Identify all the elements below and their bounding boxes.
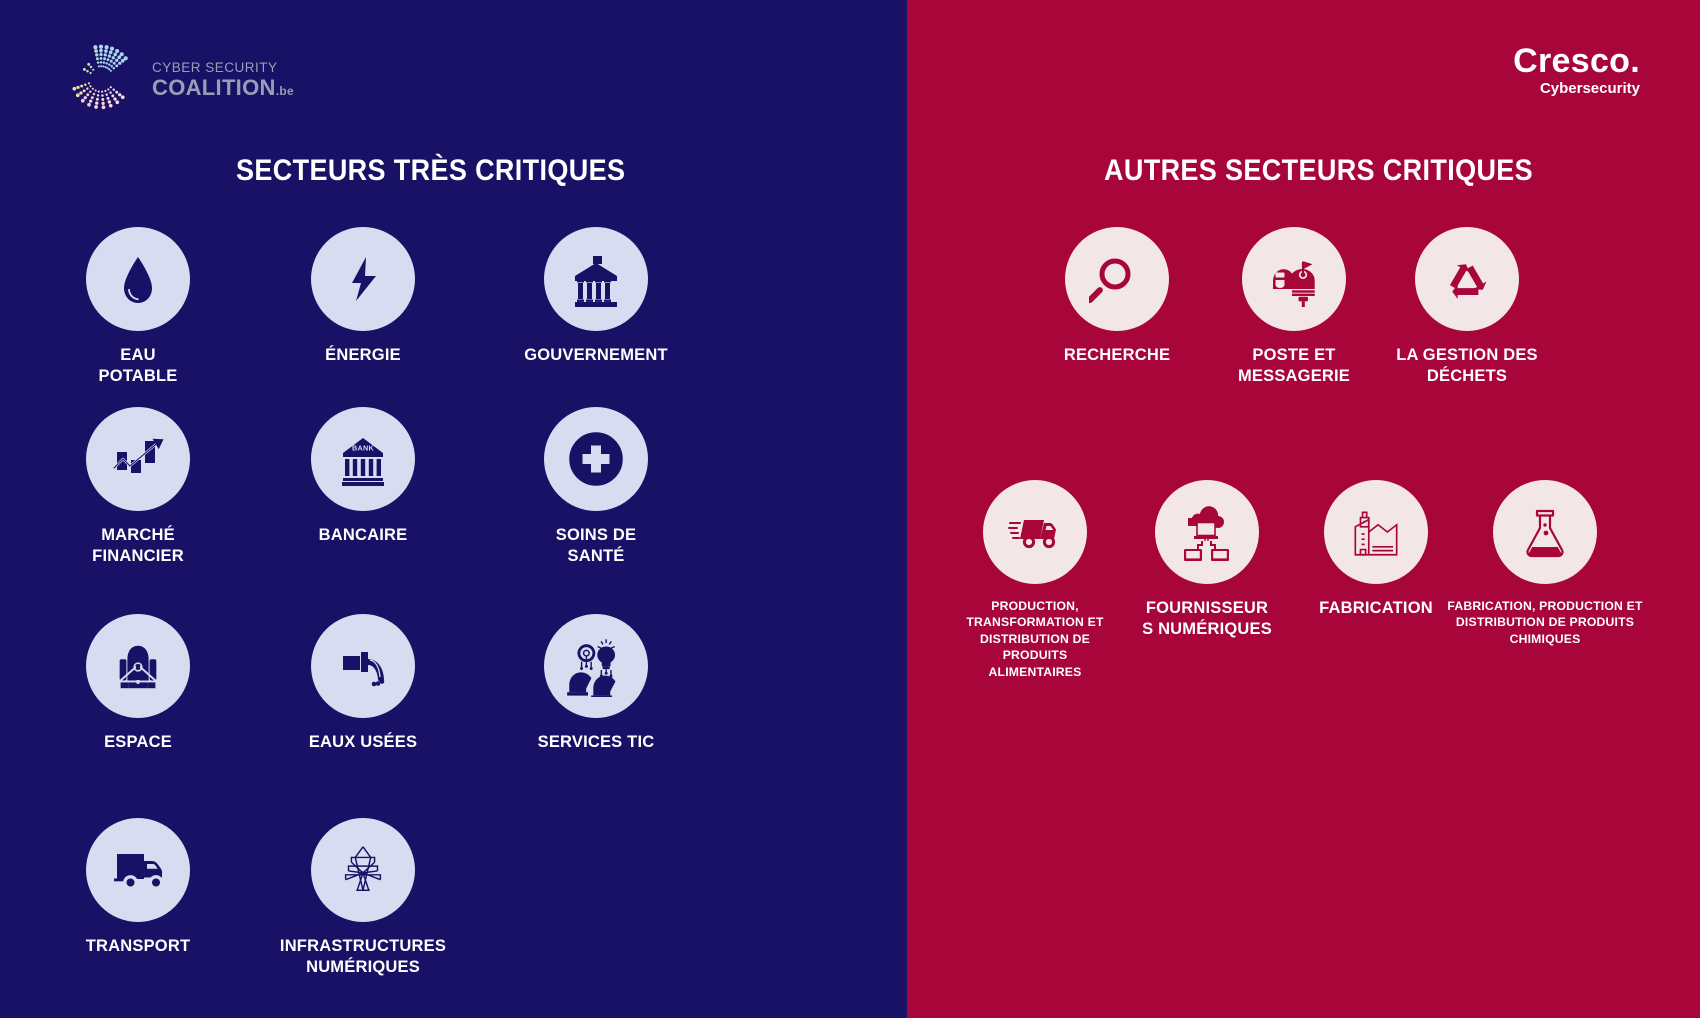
svg-text:BANK: BANK	[352, 444, 374, 453]
